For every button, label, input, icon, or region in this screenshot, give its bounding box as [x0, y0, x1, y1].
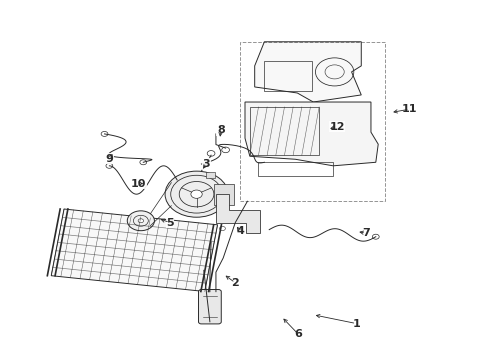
Polygon shape: [245, 102, 378, 166]
Circle shape: [127, 211, 154, 231]
Circle shape: [237, 226, 243, 231]
Text: 2: 2: [231, 278, 239, 288]
Polygon shape: [255, 42, 361, 102]
Polygon shape: [216, 194, 260, 233]
FancyBboxPatch shape: [198, 289, 221, 324]
Bar: [240, 42, 386, 201]
Bar: [250, 107, 319, 155]
Polygon shape: [51, 209, 218, 292]
Text: 6: 6: [294, 329, 302, 339]
Bar: [206, 172, 216, 178]
Text: 11: 11: [402, 104, 417, 114]
Text: 3: 3: [202, 159, 210, 169]
Circle shape: [165, 171, 228, 217]
Text: 10: 10: [131, 179, 146, 189]
Text: 12: 12: [329, 122, 345, 132]
Bar: [258, 162, 333, 176]
Bar: [214, 184, 234, 204]
Text: 9: 9: [105, 154, 113, 164]
Circle shape: [191, 190, 202, 198]
Text: 5: 5: [166, 217, 174, 228]
Circle shape: [220, 226, 225, 231]
Text: 4: 4: [236, 226, 244, 237]
Bar: [265, 61, 312, 91]
Text: 7: 7: [362, 228, 370, 238]
Circle shape: [138, 219, 144, 223]
Text: 8: 8: [217, 125, 224, 135]
Text: 1: 1: [352, 319, 360, 329]
